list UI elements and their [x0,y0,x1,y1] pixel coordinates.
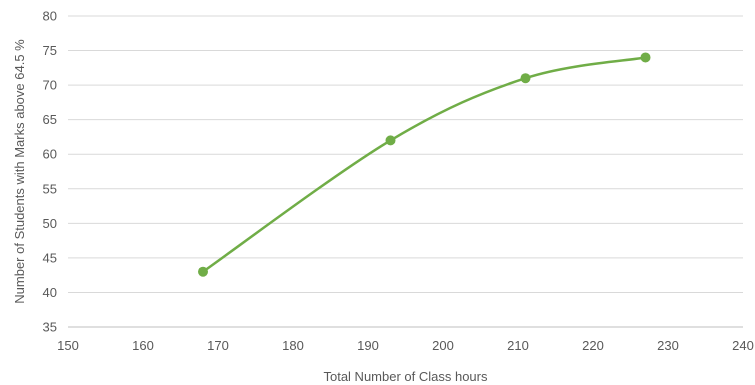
x-tick-label: 160 [132,338,154,353]
x-tick-label: 220 [582,338,604,353]
x-tick-label: 200 [432,338,454,353]
y-tick-label: 80 [43,9,57,24]
data-point [520,73,531,84]
y-tick-label: 70 [43,78,57,93]
y-tick-label: 40 [43,285,57,300]
x-tick-label: 230 [657,338,679,353]
y-tick-label: 35 [43,320,57,335]
x-tick-label: 170 [207,338,229,353]
x-tick-label: 210 [507,338,529,353]
y-tick-label: 60 [43,147,57,162]
y-tick-label: 55 [43,181,57,196]
y-tick-label: 45 [43,250,57,265]
y-axis-title: Number of Students with Marks above 64.5… [12,39,27,304]
tick-labels: 35 40 45 50 55 60 65 70 75 80 150 160 170 180 190 200 21… [43,9,754,354]
series [198,52,651,277]
x-tick-label: 240 [732,338,754,353]
data-point [640,52,651,63]
data-point [198,266,208,277]
series-line [201,56,647,273]
y-tick-label: 50 [43,216,57,231]
x-axis-title: Total Number of Class hours [323,369,488,384]
x-tick-label: 150 [57,338,79,353]
data-point [385,135,396,146]
gridlines [68,15,743,293]
x-tick-label: 180 [282,338,304,353]
y-tick-label: 75 [43,43,57,58]
y-tick-label: 65 [43,112,57,127]
x-tick-label: 190 [357,338,379,353]
